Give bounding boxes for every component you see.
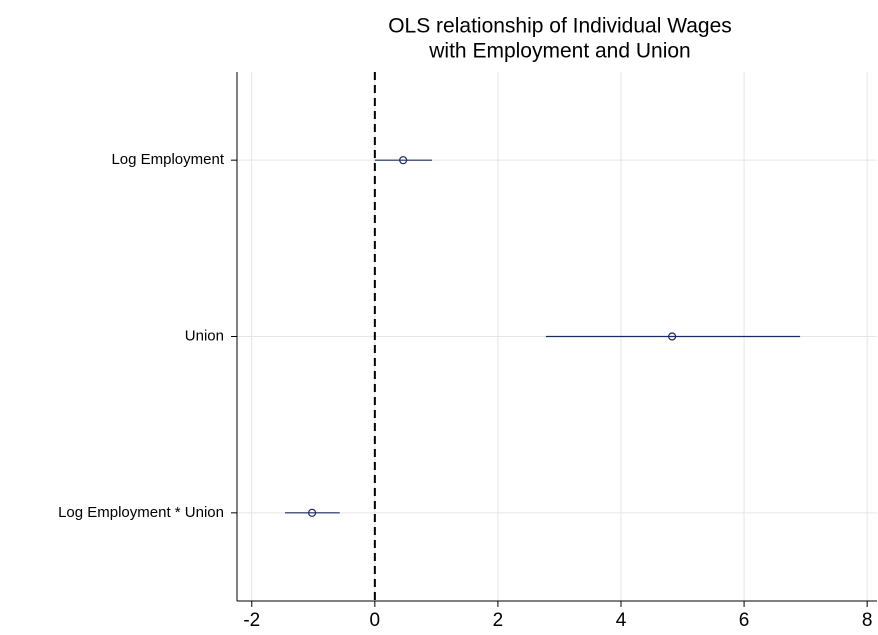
y-tick-label: Log Employment * Union: [58, 504, 224, 521]
chart-title: OLS relationship of Individual Wages: [388, 15, 732, 38]
x-tick-label: 6: [739, 610, 750, 631]
point-estimate: [667, 332, 677, 341]
x-tick-label: 8: [862, 610, 873, 631]
y-tick-label: Union: [185, 327, 224, 344]
x-tick-label: 0: [370, 610, 381, 631]
x-tick-label: 2: [493, 610, 504, 631]
point-estimate: [307, 508, 317, 517]
x-tick-label: -2: [243, 610, 260, 631]
x-tick-label: 4: [616, 610, 627, 631]
chart-title: with Employment and Union: [428, 40, 690, 63]
y-tick-label: Log Employment: [111, 151, 224, 168]
point-estimate: [399, 156, 408, 165]
